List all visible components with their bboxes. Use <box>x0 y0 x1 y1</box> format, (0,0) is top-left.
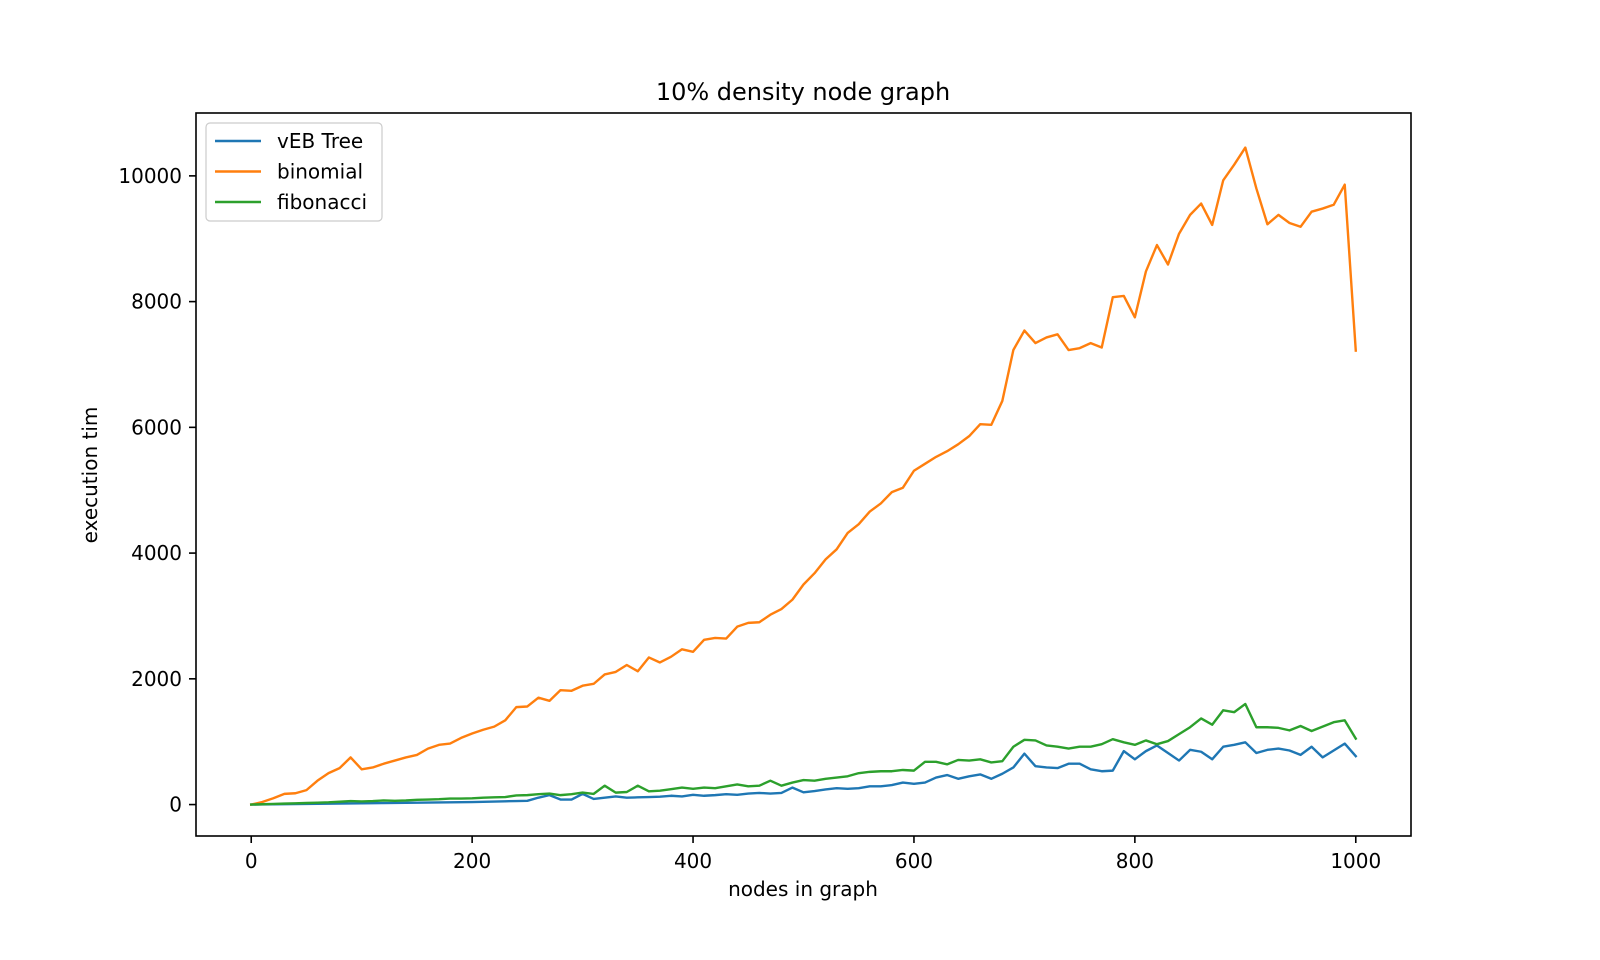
legend-label-binomial: binomial <box>277 160 363 184</box>
plot-area <box>196 113 1411 836</box>
series-lines <box>249 146 1358 807</box>
x-tick-label: 200 <box>453 849 491 873</box>
y-tick-label: 0 <box>169 793 182 817</box>
legend: vEB Tree binomial fibonacci <box>205 122 383 222</box>
plot-frame <box>195 112 1412 837</box>
y-tick-label: 2000 <box>131 667 182 691</box>
x-tick-label: 600 <box>895 849 933 873</box>
legend-label-veb-tree: vEB Tree <box>277 129 363 153</box>
legend-box <box>205 122 383 222</box>
x-tick-label: 0 <box>245 849 258 873</box>
y-tick-label: 8000 <box>131 290 182 314</box>
x-tick-label: 400 <box>674 849 712 873</box>
series-line-fibonacci <box>249 702 1358 806</box>
chart-title: 10% density node graph <box>656 78 950 106</box>
y-tick-label: 4000 <box>131 541 182 565</box>
series-line-binomial <box>249 146 1358 807</box>
legend-label-fibonacci: fibonacci <box>277 190 367 214</box>
x-tick-label: 1000 <box>1330 849 1381 873</box>
y-axis: 0 2000 4000 6000 8000 10000 <box>118 164 196 817</box>
y-tick-label: 10000 <box>118 164 182 188</box>
y-tick-label: 6000 <box>131 415 182 439</box>
series-line-veb-tree <box>250 741 1358 806</box>
x-axis-label: nodes in graph <box>728 877 878 901</box>
y-axis-label: execution tim <box>78 407 102 544</box>
x-tick-label: 800 <box>1116 849 1154 873</box>
x-axis: 0 200 400 600 800 1000 <box>245 836 1381 873</box>
